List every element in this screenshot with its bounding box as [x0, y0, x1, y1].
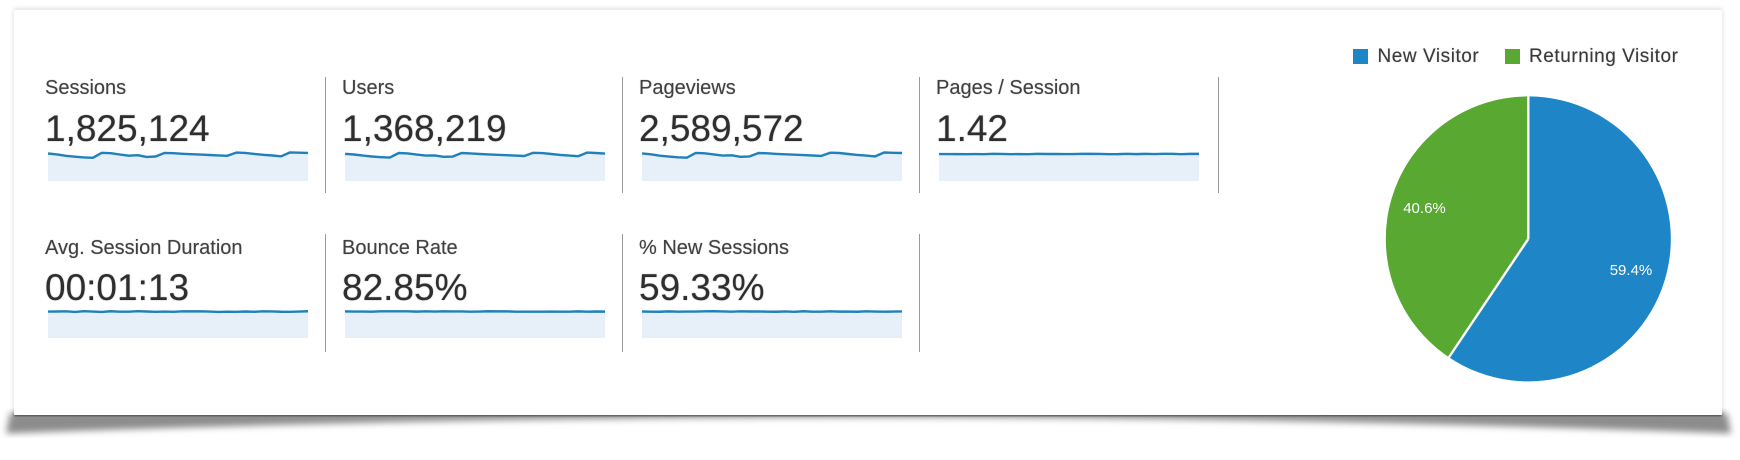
svg-text:59.4%: 59.4% — [1610, 262, 1653, 279]
svg-text:40.6%: 40.6% — [1403, 200, 1446, 217]
